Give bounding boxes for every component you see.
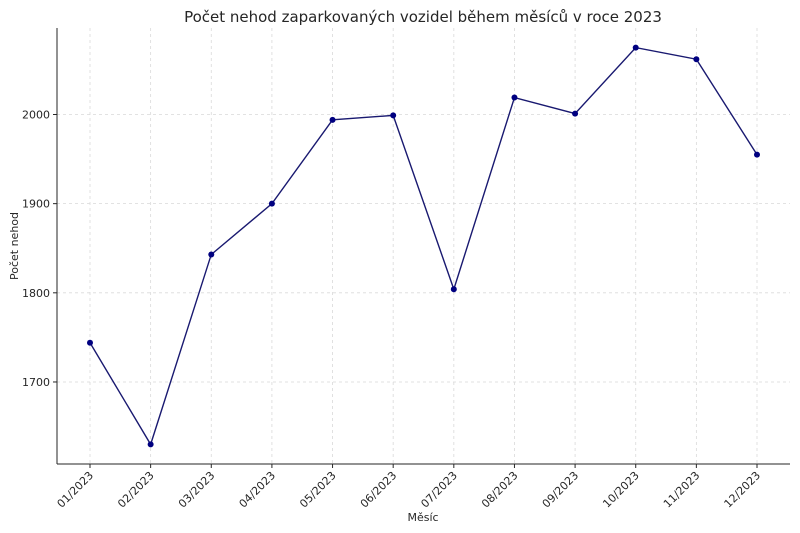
series bbox=[87, 44, 760, 448]
x-tick-label: 11/2023 bbox=[661, 469, 703, 511]
axes bbox=[56, 28, 790, 465]
x-tick-label: 01/2023 bbox=[55, 469, 97, 511]
data-point-08-2023 bbox=[511, 94, 518, 101]
data-point-10-2023 bbox=[632, 44, 639, 51]
grid bbox=[57, 28, 790, 464]
data-point-09-2023 bbox=[572, 110, 579, 117]
series-line bbox=[89, 46, 758, 447]
chart-title: Počet nehod zaparkovaných vozidel během … bbox=[184, 8, 662, 26]
data-point-12-2023 bbox=[754, 151, 760, 158]
y-axis-label: Počet nehod bbox=[8, 212, 21, 280]
data-point-05-2023 bbox=[329, 116, 336, 123]
data-point-03-2023 bbox=[208, 251, 215, 258]
x-tick-label: 02/2023 bbox=[115, 469, 157, 511]
data-point-06-2023 bbox=[390, 112, 397, 119]
x-tick-label: 07/2023 bbox=[418, 469, 460, 511]
y-tick-label: 1900 bbox=[22, 198, 50, 211]
x-tick-label: 08/2023 bbox=[479, 469, 521, 511]
data-point-02-2023 bbox=[147, 441, 154, 448]
data-point-11-2023 bbox=[693, 56, 700, 63]
y-tick-label: 1700 bbox=[22, 376, 50, 389]
y-tick-label: 1800 bbox=[22, 287, 50, 300]
x-axis-label: Měsíc bbox=[407, 511, 438, 524]
x-tick-label: 06/2023 bbox=[358, 469, 400, 511]
y-tick-label: 2000 bbox=[22, 108, 50, 121]
data-point-04-2023 bbox=[268, 200, 275, 207]
x-tick-label: 05/2023 bbox=[297, 469, 339, 511]
data-point-07-2023 bbox=[450, 286, 457, 293]
x-tick-label: 09/2023 bbox=[540, 469, 582, 511]
x-tick-label: 04/2023 bbox=[237, 469, 279, 511]
data-point-01-2023 bbox=[87, 339, 93, 346]
x-tick-label: 12/2023 bbox=[722, 469, 764, 511]
ticks: 01/2023 02/2023 03/2023 04/2023 05/2023 06/20… bbox=[22, 108, 763, 510]
x-tick-label: 10/2023 bbox=[600, 469, 642, 511]
x-tick-label: 03/2023 bbox=[176, 469, 218, 511]
